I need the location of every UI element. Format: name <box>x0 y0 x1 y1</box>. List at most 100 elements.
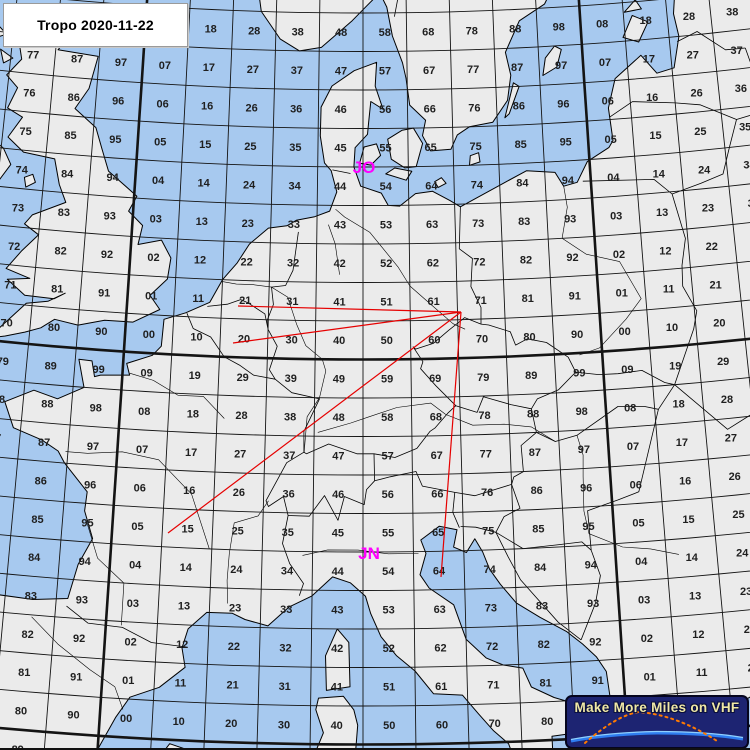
river-line <box>65 451 210 549</box>
grid-cell-label: 22 <box>744 624 750 636</box>
grid-cell-label: 36 <box>290 104 302 116</box>
grid-cell-label: 80 <box>523 331 535 343</box>
grid-cell-label: 16 <box>646 92 658 104</box>
grid-cell-label: 72 <box>473 256 485 268</box>
grid-cell-label: 27 <box>687 49 699 61</box>
country-border-line <box>495 532 582 641</box>
grid-cell-label: 23 <box>702 203 714 215</box>
grid-cell-label: 61 <box>427 296 439 308</box>
grid-cell-label: 05 <box>131 521 143 533</box>
grid-cell-label: 90 <box>571 329 583 341</box>
land-polygon <box>23 173 36 188</box>
grid-cell-label: 60 <box>428 335 440 347</box>
grid-cell-label: 18 <box>187 408 199 420</box>
country-border-line <box>582 179 698 385</box>
grid-cell-label: 92 <box>101 249 113 261</box>
grid-cell-label: 17 <box>676 437 688 449</box>
grid-cell-label: 70 <box>476 333 488 345</box>
grid-cell-label: 63 <box>434 604 446 616</box>
grid-cell-label: 24 <box>230 564 243 576</box>
grid-cell-label: 51 <box>383 682 395 694</box>
grid-parallel <box>0 686 750 707</box>
grid-meridian <box>309 0 321 748</box>
grid-meridian <box>0 0 61 657</box>
grid-cell-label: 78 <box>0 394 5 406</box>
land-polygon <box>623 0 642 13</box>
grid-cell-label: 83 <box>518 216 530 228</box>
grid-cell-label: 92 <box>589 636 601 648</box>
grid-cell-label: 77 <box>467 64 479 76</box>
grid-cell-label: 10 <box>190 331 202 343</box>
grid-cell-label: 81 <box>18 667 30 679</box>
country-border-line <box>288 443 375 521</box>
grid-cell-label: 13 <box>178 601 190 613</box>
land-polygon <box>387 127 424 169</box>
grid-cell-label: 12 <box>692 629 704 641</box>
grid-cell-label: 07 <box>599 57 611 69</box>
land-polygon <box>542 45 562 76</box>
grid-meridian <box>0 0 18 163</box>
grid-meridian <box>43 0 105 748</box>
grid-cell-label: 37 <box>730 45 742 57</box>
grid-cell-label: 17 <box>643 54 655 66</box>
river-line <box>222 281 327 454</box>
grid-cell-label: 23 <box>229 603 241 615</box>
grid-cell-label: 20 <box>713 318 725 330</box>
grid-cell-label: 12 <box>194 255 206 267</box>
river-line <box>561 186 642 356</box>
grid-cell-label: 17 <box>185 447 197 459</box>
grid-cell-label: 02 <box>124 636 136 648</box>
grid-meridian <box>203 0 235 748</box>
grid-cell-label: 84 <box>516 178 529 190</box>
country-border-line <box>207 299 269 330</box>
grid-cell-label: 06 <box>630 479 642 491</box>
grid-cell-label: 77 <box>27 49 39 61</box>
grid-field-parallel <box>0 337 750 361</box>
grid-cell-label: 34 <box>743 160 750 172</box>
grid-cell-label: 58 <box>379 27 391 39</box>
grid-parallel <box>0 105 750 129</box>
tropo-path-line <box>232 311 462 344</box>
grid-cell-label: 88 <box>527 408 539 420</box>
grid-parallel <box>0 67 750 91</box>
grid-cell-label: 00 <box>618 326 630 338</box>
grid-cell-label: 76 <box>481 487 493 499</box>
grid-cell-label: 38 <box>284 412 296 424</box>
grid-cell-label: 72 <box>486 641 498 653</box>
grid-meridian <box>535 0 576 748</box>
grid-cell-label: 00 <box>120 713 132 725</box>
grid-cell-label: 54 <box>382 566 395 578</box>
grid-cell-label: 07 <box>159 60 171 72</box>
grid-cell-label: 44 <box>332 566 345 578</box>
grid-cell-label: 71 <box>487 680 499 692</box>
country-border-line <box>332 169 351 174</box>
grid-cell-label: 46 <box>335 104 347 116</box>
map-title: Tropo 2020-11-22 <box>37 17 154 33</box>
country-border-line <box>274 378 320 453</box>
grid-cell-label: 22 <box>240 256 252 268</box>
logo-horizon-art <box>570 710 744 744</box>
grid-cell-label: 96 <box>112 95 124 107</box>
grid-cell-label: 37 <box>291 65 303 77</box>
grid-cell-label: 21 <box>709 279 721 291</box>
grid-cell-label: 24 <box>243 179 256 191</box>
grid-cell-label: 85 <box>532 524 544 536</box>
title-box: Tropo 2020-11-22 <box>3 3 188 47</box>
grid-cell-label: 53 <box>382 605 394 617</box>
grid-cell-label: 66 <box>424 104 436 116</box>
grid-cell-label: 72 <box>8 241 20 253</box>
grid-cell-label: 02 <box>147 252 159 264</box>
grid-cell-label: 25 <box>694 126 706 138</box>
grid-cell-label: 86 <box>513 101 525 113</box>
land-polygon <box>259 0 548 152</box>
grid-cell-label: 26 <box>729 471 741 483</box>
grid-cell-label: 95 <box>109 134 121 146</box>
grid-cell-label: 04 <box>129 560 142 572</box>
grid-cell-label: 14 <box>197 178 210 190</box>
grid-cell-label: 05 <box>632 518 644 530</box>
grid-cell-label: 34 <box>281 566 294 578</box>
grid-cell-label: 60 <box>436 720 448 732</box>
grid-cell-label: 70 <box>489 718 501 730</box>
